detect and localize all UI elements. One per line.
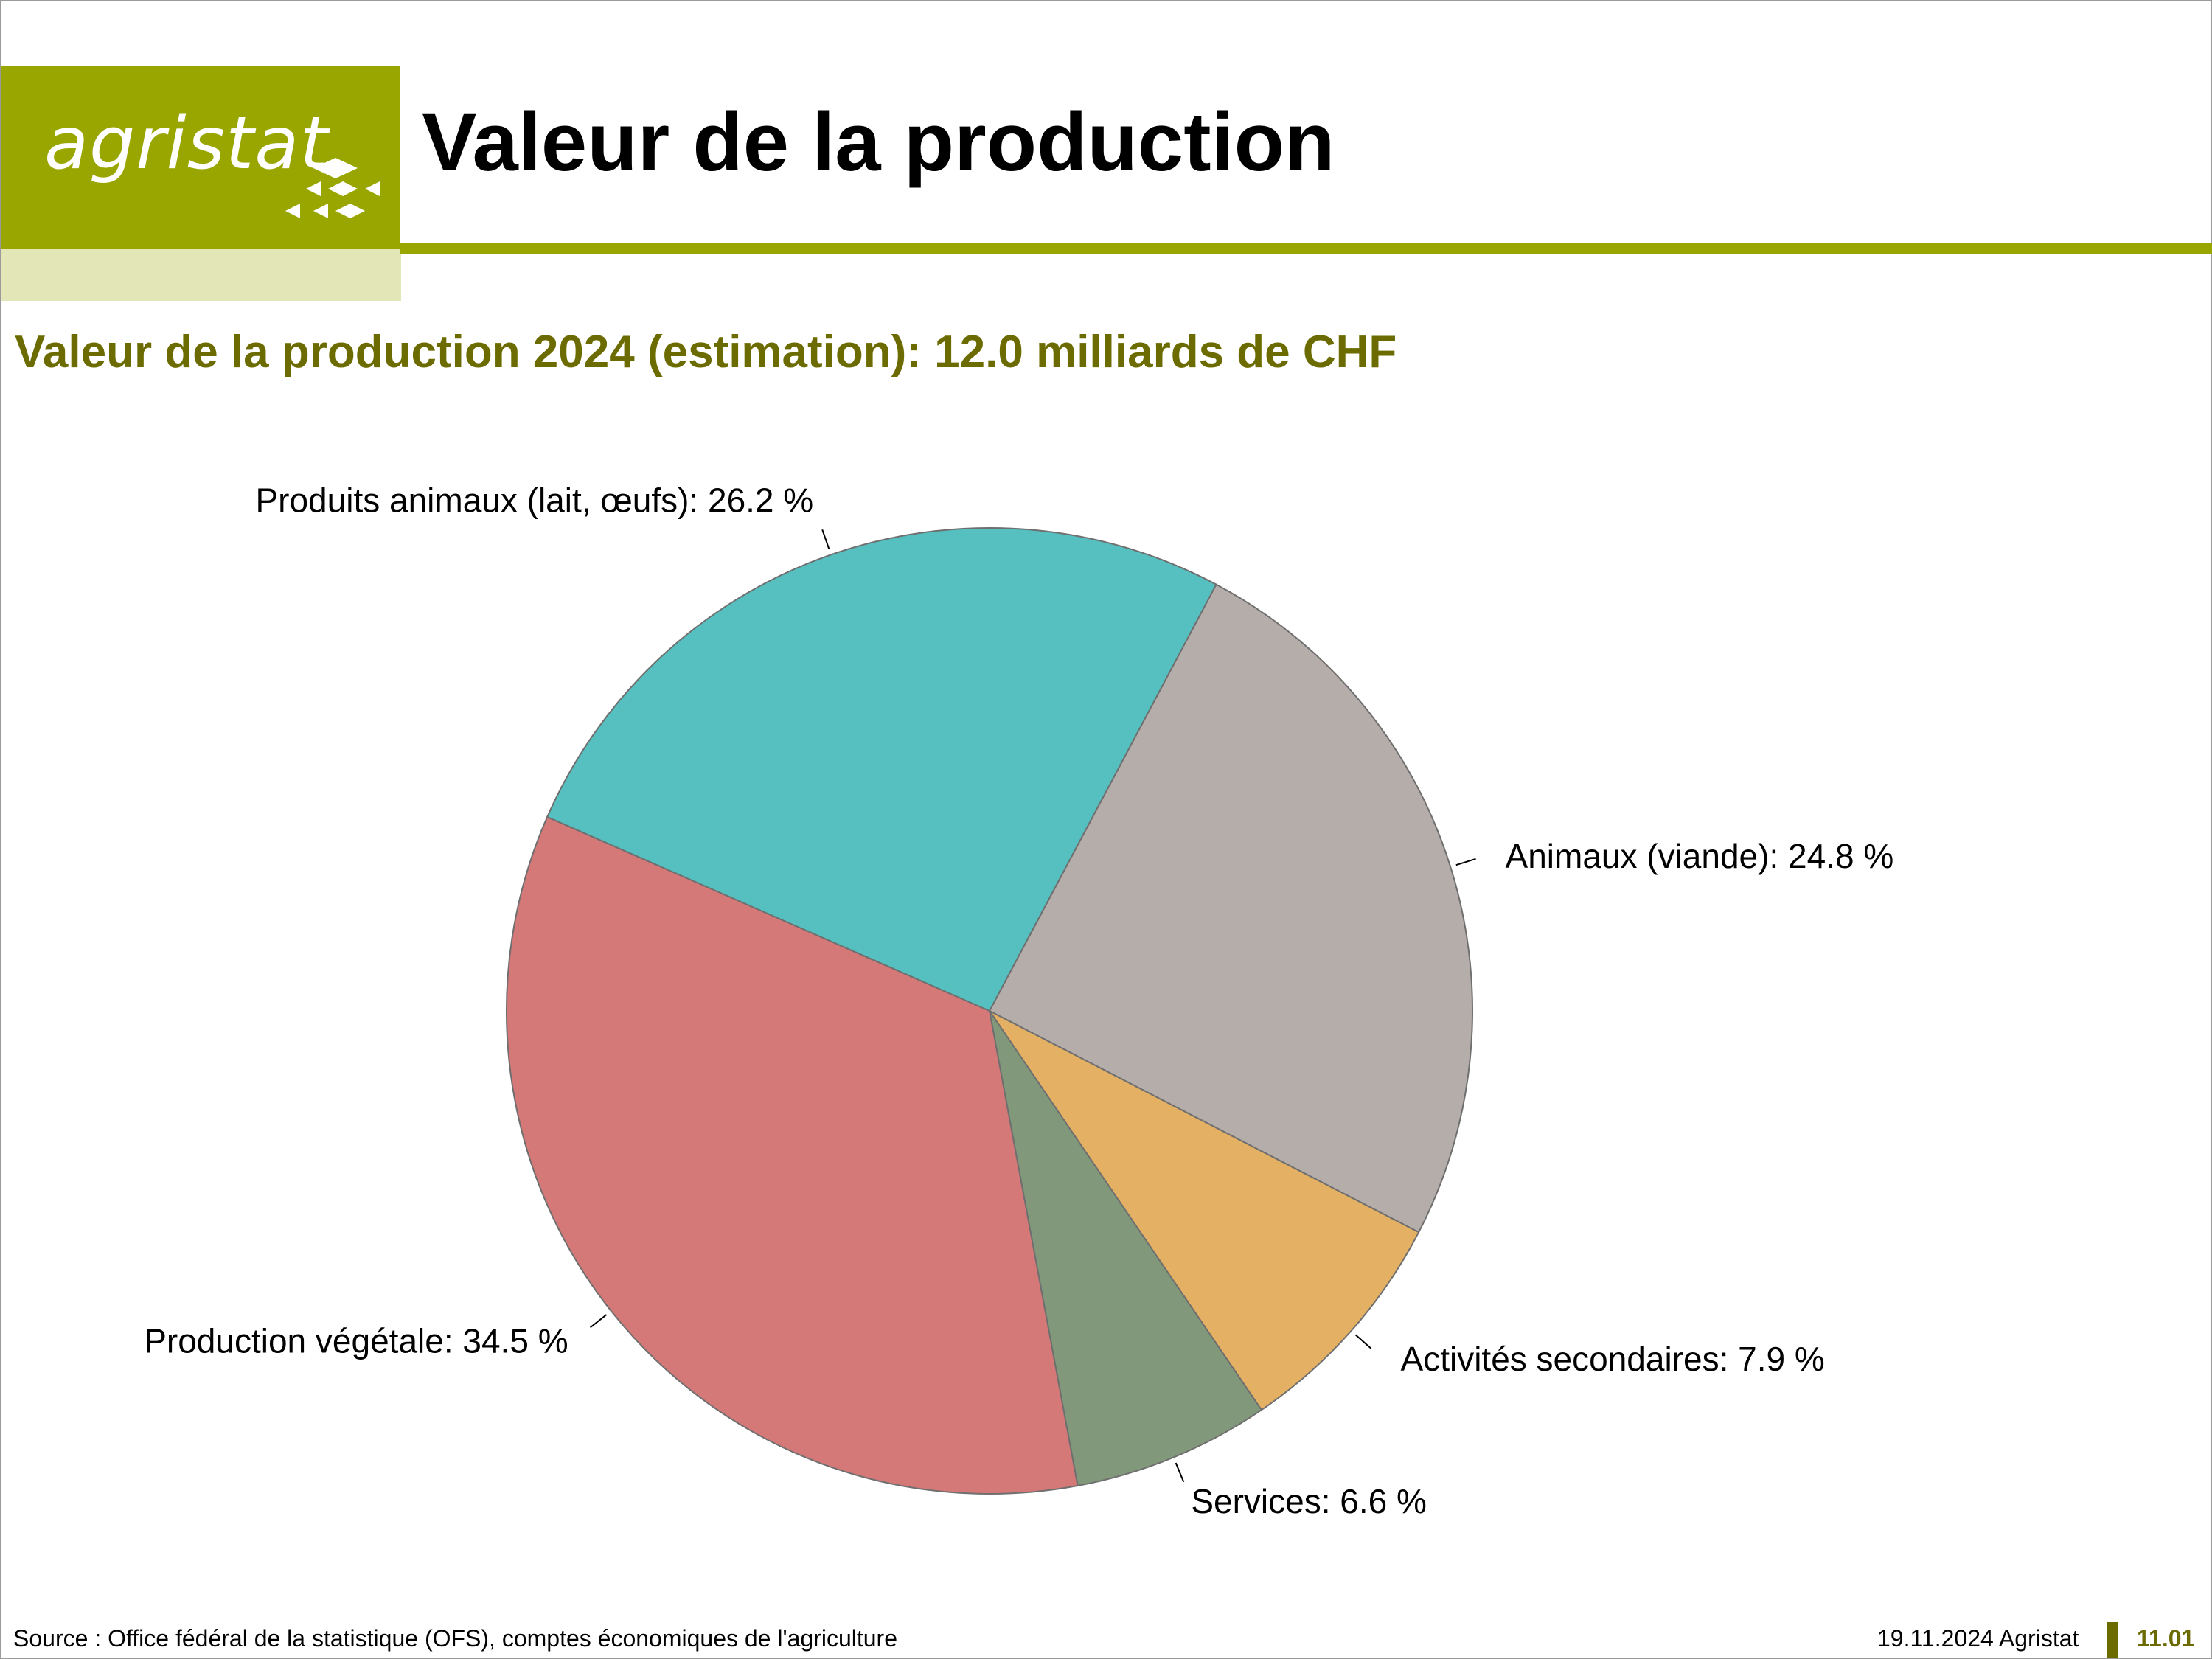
slice-label: Services: 6.6 % (1191, 1482, 1427, 1520)
pie-slice (506, 815, 1079, 1495)
footer-divider (2107, 1622, 2118, 1658)
slice-label: Produits animaux (lait, œufs): 26.2 % (255, 481, 813, 519)
page-number: 11.01 (2137, 1625, 2195, 1652)
leader-line (589, 1314, 608, 1329)
pie-slice (989, 1010, 1420, 1411)
page-title: Valeur de la production (422, 96, 1335, 188)
logo-diamonds-icon (285, 158, 380, 218)
agristat-logo (1, 66, 400, 249)
footer-source: Source : Office fédéral de la statistiqu… (13, 1625, 897, 1652)
pie-slice (546, 527, 1217, 1012)
footer-date: 19.11.2024 Agristat (1877, 1625, 2079, 1652)
leader-line (1175, 1462, 1185, 1483)
pie-slice (988, 583, 1473, 1234)
pie-chart: Animaux (viande): 24.8 % Activités second… (144, 481, 1894, 1520)
leader-line (1354, 1334, 1372, 1349)
slice-label: Animaux (viande): 24.8 % (1506, 837, 1894, 875)
slice-label: Activités secondaires: 7.9 % (1401, 1340, 1825, 1378)
logo-band (1, 249, 401, 301)
leader-line (821, 529, 830, 550)
pie-slice (989, 1010, 1263, 1487)
slice-label: Production végétale: 34.5 % (144, 1321, 568, 1360)
leader-line (1455, 858, 1476, 866)
chart-subtitle: Valeur de la production 2024 (estimation… (15, 327, 1397, 378)
logo-text: agristat (44, 102, 329, 186)
header-rule (400, 243, 2212, 254)
